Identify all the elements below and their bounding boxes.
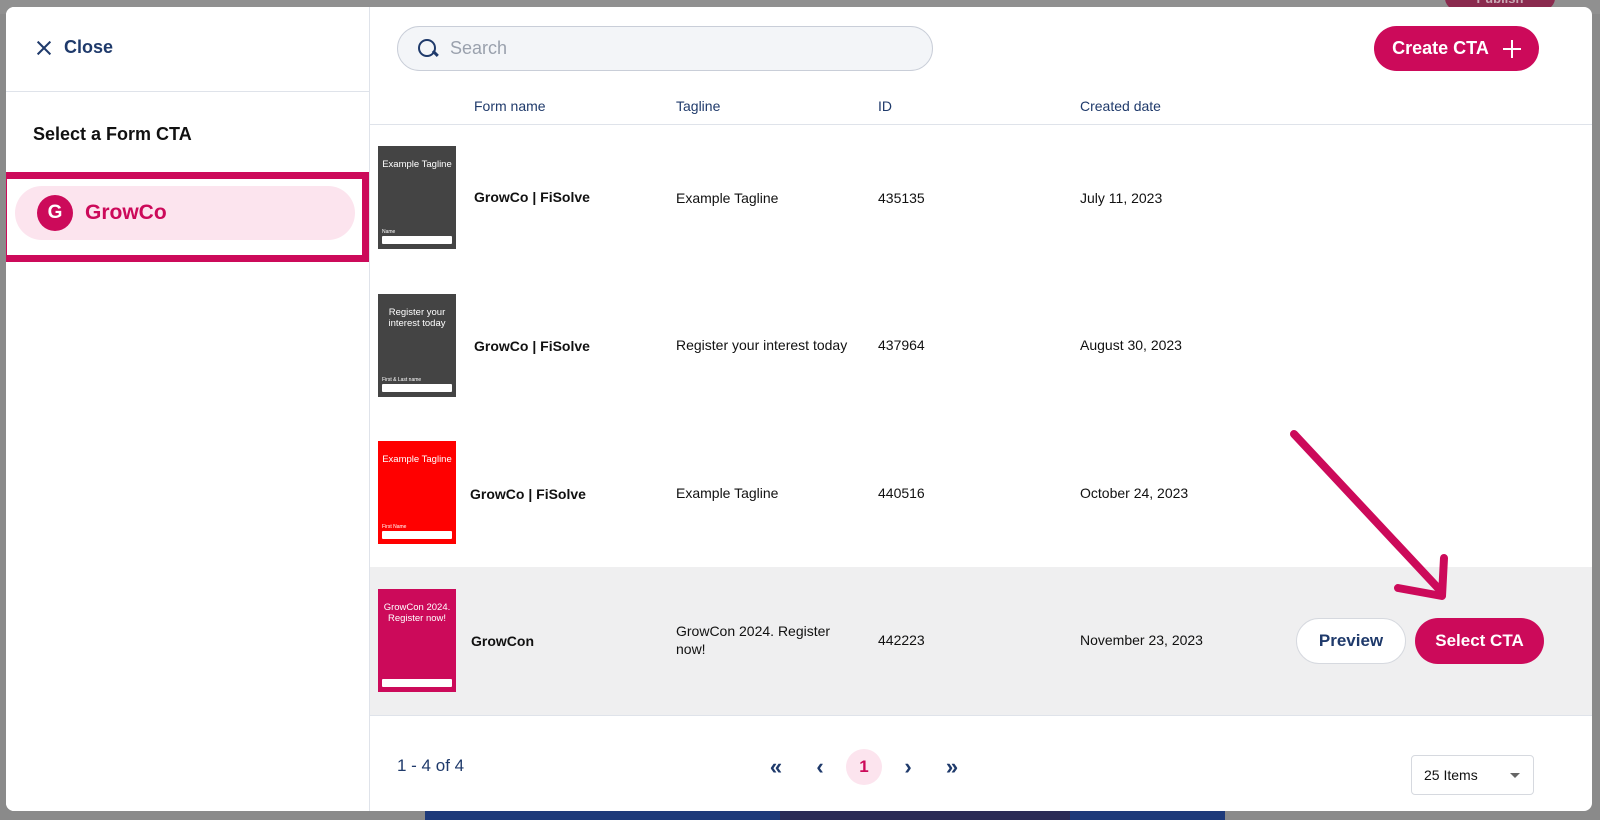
select-cta-button[interactable]: Select CTA	[1415, 618, 1544, 664]
thumbnail-field	[382, 679, 452, 687]
sidebar-divider	[6, 91, 370, 92]
thumbnail-tagline: GrowCon 2024. Register now!	[383, 602, 451, 624]
page-number-current[interactable]: 1	[846, 749, 882, 785]
created-date: October 24, 2023	[1080, 485, 1189, 501]
table-row[interactable]: Example Tagline First Name GrowCo | FiSo…	[370, 419, 1592, 567]
plus-icon	[1502, 39, 1521, 58]
tagline: GrowCon 2024. Register now!	[676, 623, 831, 657]
cta-thumbnail: Example Tagline Name	[378, 146, 456, 249]
tagline: Register your interest today	[676, 337, 848, 353]
tagline: Example Tagline	[676, 485, 779, 501]
thumbnail-tagline: Example Tagline	[382, 454, 452, 465]
pagination: « ‹ 1 › »	[758, 749, 970, 785]
thumbnail-field	[382, 531, 452, 539]
org-avatar: G	[37, 195, 73, 231]
column-header-tagline[interactable]: Tagline	[676, 98, 721, 114]
org-name: GrowCo	[85, 201, 167, 224]
close-label: Close	[64, 37, 114, 57]
thumbnail-tagline: Example Tagline	[382, 159, 452, 170]
form-name: GrowCo | FiSolve	[470, 486, 586, 502]
select-form-cta-modal: Close Select a Form CTA G GrowCo Create …	[6, 7, 1592, 811]
column-header-id[interactable]: ID	[878, 98, 892, 114]
background-banner-strip	[780, 808, 1070, 820]
last-page-icon[interactable]: »	[945, 754, 959, 779]
cta-id: 435135	[878, 190, 925, 206]
cta-thumbnail: Register your interest today First & Las…	[378, 294, 456, 397]
cta-id: 440516	[878, 485, 925, 501]
thumbnail-field-label: First & Last name	[382, 377, 422, 384]
pagination-count: 1 - 4 of 4	[397, 756, 465, 775]
table-footer: 1 - 4 of 4 « ‹ 1 › » 25 Items	[370, 715, 1592, 811]
form-name: GrowCon	[471, 633, 534, 649]
cta-id: 437964	[878, 337, 925, 353]
preview-button[interactable]: Preview	[1296, 618, 1406, 664]
column-header-form-name[interactable]: Form name	[474, 98, 546, 114]
close-button[interactable]: Close	[36, 37, 113, 58]
table-row[interactable]: GrowCon 2024. Register now! GrowCon Grow…	[370, 567, 1592, 715]
close-icon	[36, 40, 52, 56]
thumbnail-field	[382, 384, 452, 392]
created-date: November 23, 2023	[1080, 632, 1203, 648]
created-date: August 30, 2023	[1080, 337, 1182, 353]
cta-id: 442223	[878, 632, 925, 648]
sidebar-title: Select a Form CTA	[33, 124, 192, 144]
form-name: GrowCo | FiSolve	[474, 338, 590, 354]
items-per-page-select[interactable]: 25 Items	[1411, 755, 1534, 795]
thumbnail-field-label: Name	[382, 229, 396, 236]
next-page-icon[interactable]: ›	[904, 754, 912, 779]
modal-sidebar: Close Select a Form CTA G GrowCo	[6, 7, 370, 811]
created-date: July 11, 2023	[1080, 190, 1163, 206]
search-input[interactable]	[450, 38, 890, 59]
tagline: Example Tagline	[676, 190, 779, 206]
thumbnail-field-label: First Name	[382, 524, 407, 531]
search-icon	[418, 38, 438, 59]
table-header: Form name Tagline ID Created date	[370, 95, 1592, 125]
thumbnail-field	[382, 236, 452, 244]
table-row[interactable]: Example Tagline Name GrowCo | FiSolve Ex…	[370, 124, 1592, 272]
annotation-highlight-box	[6, 172, 369, 262]
form-name: GrowCo | FiSolve	[474, 189, 590, 205]
search-box[interactable]	[397, 26, 933, 71]
create-cta-label: Create CTA	[1392, 38, 1489, 58]
background-publish-button: Publish	[1445, 0, 1555, 10]
modal-main: Create CTA Form name Tagline ID Created …	[370, 7, 1592, 811]
thumbnail-tagline: Register your interest today	[388, 307, 446, 329]
cta-thumbnail: GrowCon 2024. Register now!	[378, 589, 456, 692]
create-cta-button[interactable]: Create CTA	[1374, 26, 1539, 71]
table-row[interactable]: Register your interest today First & Las…	[370, 272, 1592, 420]
sidebar-item-growco[interactable]: G GrowCo	[15, 186, 355, 240]
first-page-icon[interactable]: «	[769, 754, 783, 779]
items-per-page-value: 25 Items	[1424, 767, 1478, 783]
chevron-down-icon	[1510, 773, 1520, 778]
cta-thumbnail: Example Tagline First Name	[378, 441, 456, 544]
column-header-created-date[interactable]: Created date	[1080, 98, 1161, 114]
previous-page-icon[interactable]: ‹	[816, 754, 824, 779]
